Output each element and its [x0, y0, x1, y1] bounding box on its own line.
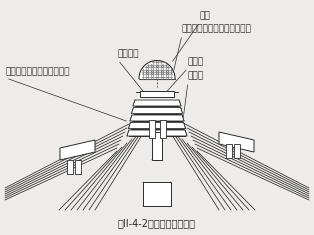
Text: 受け金物: 受け金物 — [118, 49, 139, 58]
Polygon shape — [127, 130, 187, 136]
Bar — [152, 132, 162, 160]
Polygon shape — [128, 122, 186, 129]
Text: 冠瓦: 冠瓦 — [200, 11, 211, 20]
Polygon shape — [133, 100, 181, 106]
Text: 図II-4-2　のし瓦積み棟例: 図II-4-2 のし瓦積み棟例 — [118, 218, 196, 228]
Text: 棟緊結金物・寸切ボルト等: 棟緊結金物・寸切ボルト等 — [6, 67, 71, 76]
Bar — [75, 160, 81, 174]
Bar — [143, 182, 171, 206]
Bar — [140, 90, 174, 97]
Bar — [149, 120, 155, 138]
Polygon shape — [130, 115, 184, 121]
Polygon shape — [132, 107, 182, 114]
Bar — [226, 144, 232, 158]
Bar — [67, 160, 73, 174]
Bar — [234, 144, 240, 158]
Text: 棟芯材: 棟芯材 — [188, 57, 204, 66]
Polygon shape — [139, 60, 175, 78]
Polygon shape — [60, 140, 95, 160]
Text: パッキン付きステンレスネジ: パッキン付きステンレスネジ — [182, 24, 252, 33]
Text: 葺き土: 葺き土 — [188, 71, 204, 80]
Polygon shape — [219, 132, 254, 152]
Bar — [160, 120, 166, 138]
